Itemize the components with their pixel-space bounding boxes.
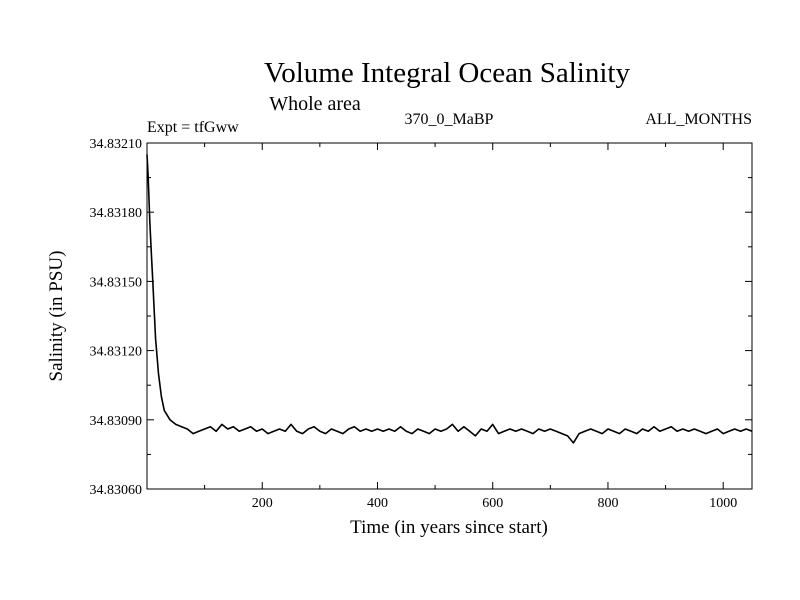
y-tick-label: 34.83090	[90, 414, 143, 429]
x-tick-label: 200	[252, 496, 273, 511]
x-axis-label: Time (in years since start)	[350, 517, 548, 538]
x-axis-ticks: 200 400 600 800 1000	[204, 143, 737, 511]
x-tick-label: 1000	[709, 496, 737, 511]
y-axis-label: Salinity (in PSU)	[46, 251, 67, 382]
y-tick-label: 34.83180	[90, 206, 143, 221]
chart-title: Volume Integral Ocean Salinity	[264, 57, 630, 89]
months-label: ALL_MONTHS	[645, 111, 752, 128]
chart-subtitle: Whole area	[269, 93, 361, 115]
x-tick-label: 800	[597, 496, 618, 511]
y-tick-label: 34.83120	[90, 345, 143, 360]
x-tick-label: 400	[367, 496, 388, 511]
plot-frame	[146, 142, 753, 490]
y-tick-label: 34.83150	[90, 275, 143, 290]
period-label: 370_0_MaBP	[405, 111, 494, 128]
y-tick-label: 34.83060	[90, 483, 143, 498]
x-tick-label: 600	[482, 496, 503, 511]
y-axis-ticks: 34.83060 34.83090 34.83120 34.83150 34.83180…	[90, 137, 752, 498]
series-line-salinity	[146, 154, 753, 444]
series-layer	[146, 154, 753, 444]
experiment-label: Expt = tfGww	[147, 119, 239, 136]
y-tick-label: 34.83210	[90, 137, 143, 152]
